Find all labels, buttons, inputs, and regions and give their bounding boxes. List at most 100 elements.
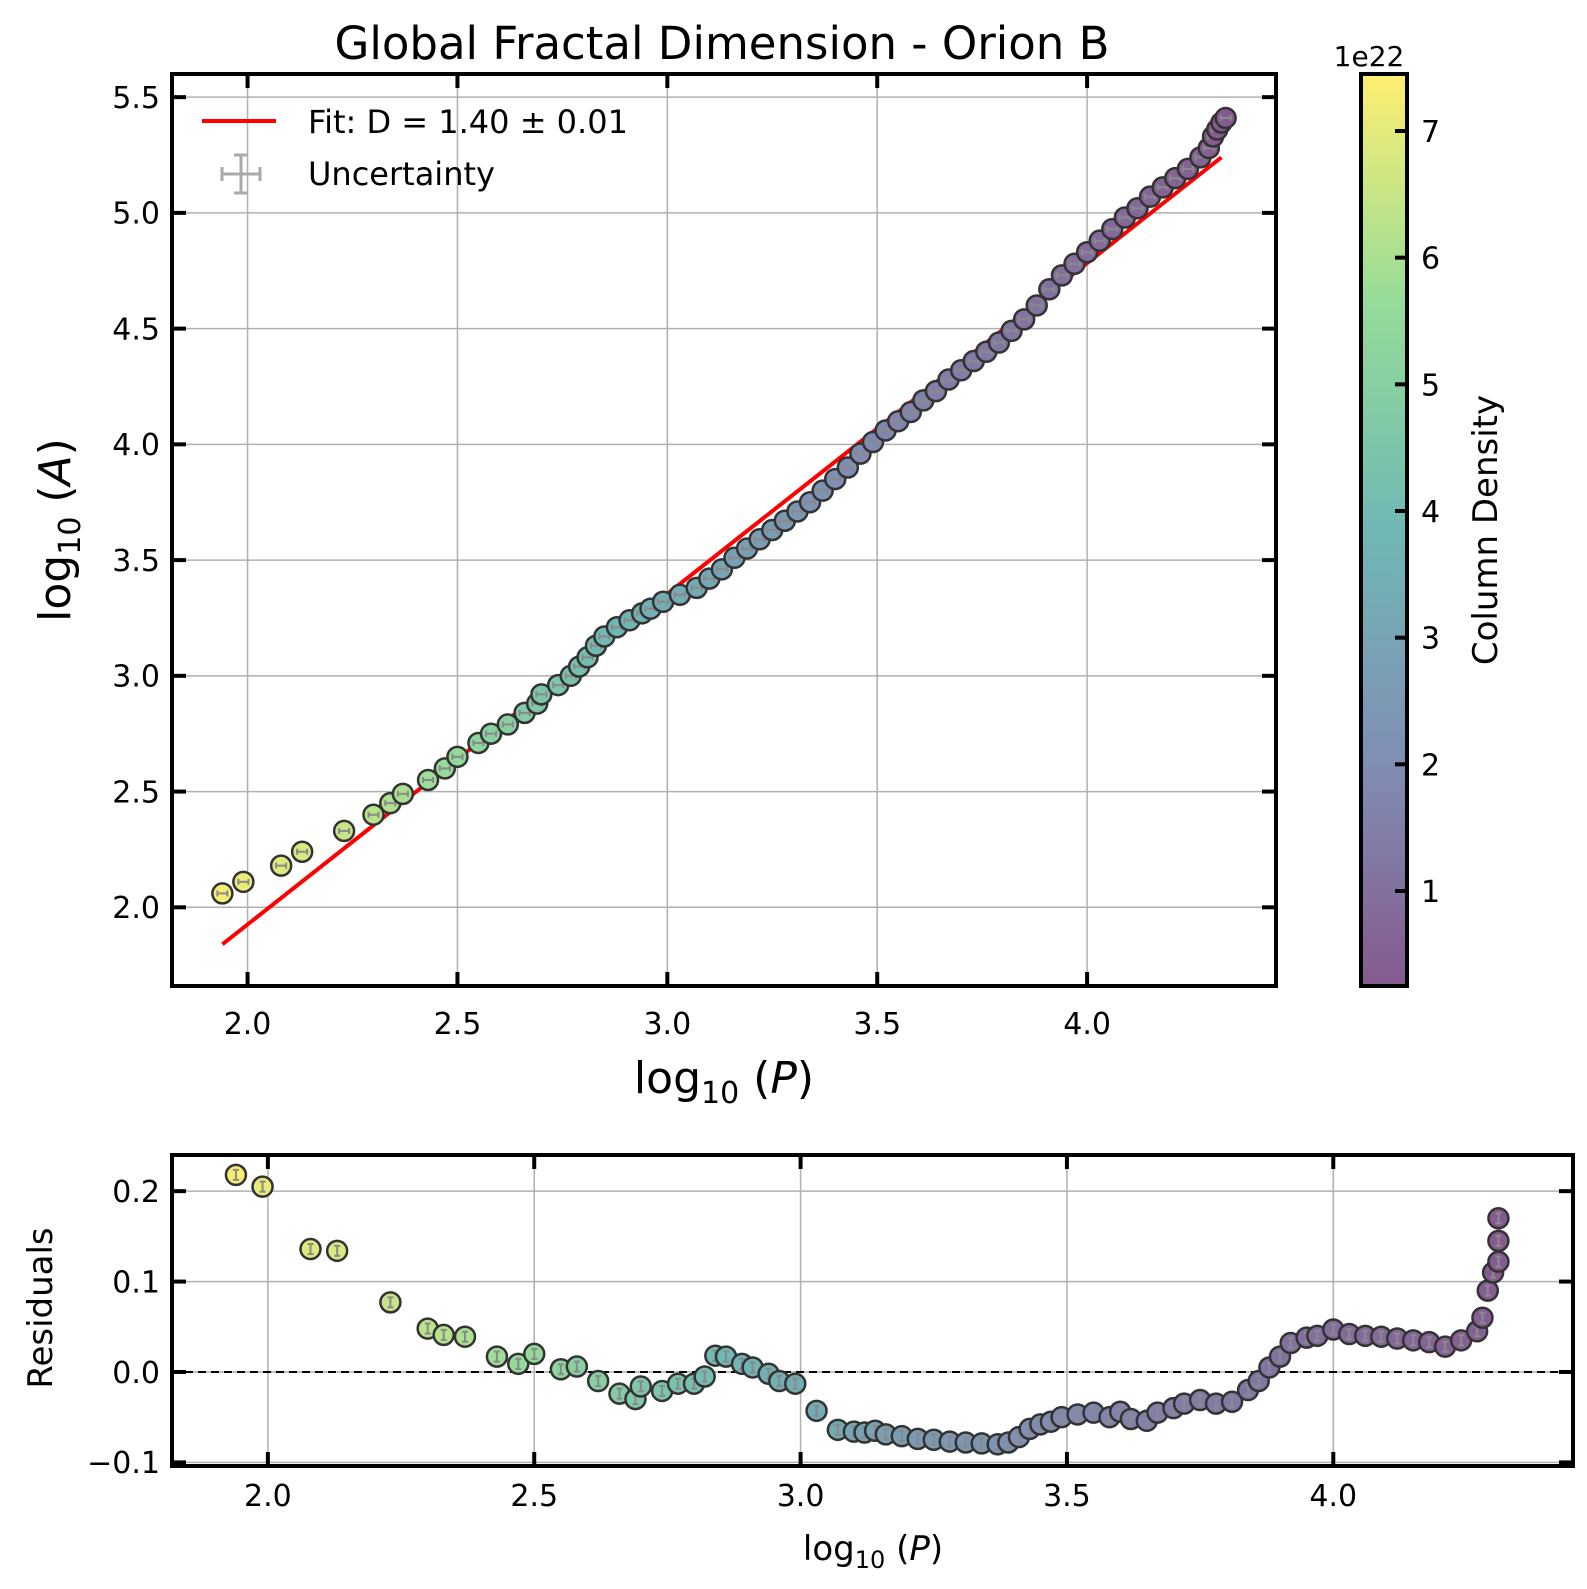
error-bar: [501, 721, 514, 728]
error-bar: [485, 730, 498, 737]
colorbar-tick-label: 2: [1421, 748, 1440, 783]
error-bar: [595, 1375, 602, 1388]
error-bar: [675, 1377, 682, 1390]
error-bar: [1442, 1340, 1449, 1353]
error-bar: [1058, 1411, 1065, 1424]
main-x-label-base: log: [634, 1053, 701, 1104]
error-bar: [1106, 226, 1119, 233]
y-tick-label: 0.0: [112, 1356, 160, 1391]
colorbar-tick-label: 5: [1421, 368, 1440, 403]
error-bar: [1287, 1337, 1294, 1350]
y-tick-label: 3.0: [112, 660, 160, 695]
error-bar: [816, 487, 829, 494]
x-tick-label: 4.0: [1309, 1479, 1357, 1514]
error-bar: [946, 1435, 953, 1448]
y-tick-label: 0.2: [112, 1175, 160, 1210]
error-bar: [1055, 272, 1068, 279]
error-bar: [962, 1436, 969, 1449]
error-bar: [259, 1180, 266, 1193]
error-bar: [1018, 316, 1031, 323]
error-bar: [1229, 1395, 1236, 1408]
error-bar: [1495, 1212, 1502, 1225]
error-bar: [531, 1347, 538, 1360]
error-bar: [1410, 1334, 1417, 1347]
main-scatter-points: [211, 106, 1237, 905]
error-bar: [1346, 1328, 1353, 1341]
error-bar: [813, 1404, 820, 1417]
error-bar: [854, 450, 867, 457]
error-bar: [1479, 1311, 1486, 1324]
error-bar: [232, 1168, 239, 1181]
main-y-label-sub: 10: [53, 517, 88, 555]
residuals-x-axis-label: log10 (P): [803, 1529, 943, 1574]
error-bar: [914, 1432, 921, 1445]
error-bar: [1093, 237, 1106, 244]
legend: Fit: D = 1.40 ± 0.01 Uncertainty: [202, 103, 628, 195]
colorbar-multiplier: 1e22: [1334, 40, 1405, 73]
error-bar: [1362, 1329, 1369, 1342]
error-bar: [515, 1357, 522, 1370]
y-tick-label: 5.5: [112, 81, 160, 116]
error-bar: [992, 339, 1005, 346]
error-bar: [657, 598, 670, 605]
error-bar: [867, 439, 880, 446]
x-tick-label: 4.0: [1063, 1007, 1111, 1042]
error-bar: [882, 1428, 889, 1441]
y-tick-label: 2.5: [112, 775, 160, 810]
error-bar: [723, 1350, 730, 1363]
residuals-grid: [172, 1155, 1573, 1466]
legend-uncertainty-swatch: [220, 153, 262, 195]
error-bar: [216, 890, 229, 897]
error-bar: [829, 476, 842, 483]
colorbar-tick-label: 6: [1421, 242, 1440, 277]
error-bar: [776, 1375, 783, 1388]
main-x-label-arg: P: [770, 1053, 797, 1104]
error-bar: [1081, 249, 1094, 256]
error-bar: [616, 1387, 623, 1400]
error-bar: [1068, 260, 1081, 267]
main-x-label-sub: 10: [701, 1076, 739, 1111]
y-tick-label: 4.0: [112, 428, 160, 463]
error-bar: [978, 1437, 985, 1450]
error-bar: [1277, 1350, 1284, 1363]
error-bar: [898, 1430, 905, 1443]
error-bar: [367, 811, 380, 818]
colorbar-tick-label: 4: [1421, 495, 1440, 530]
x-tick-label: 3.0: [643, 1007, 691, 1042]
error-bar: [275, 862, 288, 869]
error-bar: [1484, 1284, 1491, 1297]
main-panel: Global Fractal Dimension - Orion B 2.0 2.…: [30, 17, 1278, 1111]
colorbar-gradient: [1361, 74, 1407, 986]
residuals-x-label-sub: 10: [855, 1546, 886, 1574]
y-tick-label: 5.0: [112, 197, 160, 232]
error-bar: [396, 790, 409, 797]
error-bar: [1458, 1334, 1465, 1347]
error-bar: [1495, 1234, 1502, 1247]
error-bar: [493, 1350, 500, 1363]
main-y-label-base: log: [30, 555, 81, 622]
error-bar: [749, 1361, 756, 1374]
error-bar: [930, 1433, 937, 1446]
error-bar: [715, 566, 728, 573]
error-bar: [904, 408, 917, 415]
error-bar: [1127, 1412, 1134, 1425]
colorbar-ticks: 1 2 3 4 5 6 7: [1395, 115, 1440, 910]
y-tick-label: 0.1: [112, 1265, 160, 1300]
error-bar: [307, 1243, 314, 1256]
error-bar: [1043, 286, 1056, 293]
colorbar-tick-label: 1: [1421, 875, 1440, 910]
residuals-ticks: 2.0 2.5 3.0 3.5 4.0 0.2 0.1 0.0 −0.1: [87, 1155, 1573, 1514]
chart-title: Global Fractal Dimension - Orion B: [335, 17, 1110, 70]
y-tick-label: 3.5: [112, 544, 160, 579]
error-bar: [659, 1384, 666, 1397]
error-bar: [1181, 165, 1194, 172]
residuals-plot-frame: [170, 1153, 1575, 1468]
error-bar: [573, 1360, 580, 1373]
error-bar: [673, 591, 686, 598]
main-grid: [172, 74, 1276, 986]
y-tick-label: 2.0: [112, 891, 160, 926]
error-bar: [338, 827, 351, 834]
x-tick-label: 3.5: [1043, 1479, 1091, 1514]
error-bar: [557, 1363, 564, 1376]
error-bar: [1495, 1255, 1502, 1268]
